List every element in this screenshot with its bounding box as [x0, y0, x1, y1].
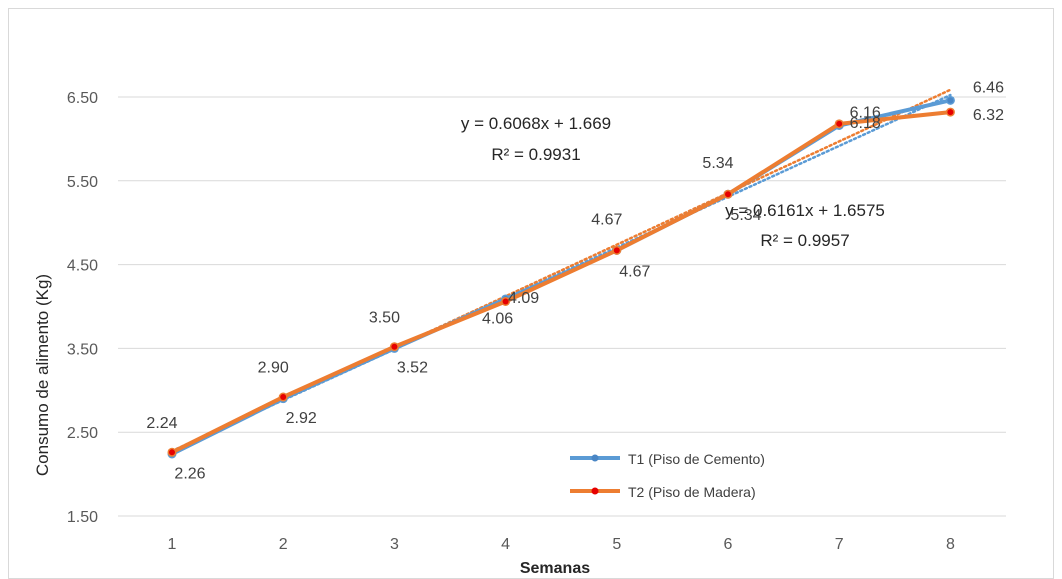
data-label-t1: 6.46: [973, 79, 1004, 96]
y-tick-label: 6.50: [67, 90, 98, 107]
data-label-t2: 4.06: [482, 310, 513, 327]
data-label-t1: 4.09: [508, 290, 539, 307]
legend-label-t1: T1 (Piso de Cemento): [628, 451, 765, 467]
data-point-marker: [613, 247, 620, 254]
x-tick-label: 7: [835, 536, 844, 553]
data-point-marker: [836, 120, 843, 127]
x-axis-ticks: 1 2 3 4 5 6 7 8: [168, 536, 955, 553]
data-label-t2: 3.52: [397, 360, 428, 377]
y-tick-label: 5.50: [67, 174, 98, 191]
y-tick-label: 3.50: [67, 341, 98, 358]
x-tick-label: 1: [168, 536, 177, 553]
data-point-marker: [280, 394, 287, 401]
series-line-t2: [170, 110, 953, 455]
data-label-t2: 2.92: [286, 410, 317, 427]
y-tick-label: 1.50: [67, 509, 98, 526]
legend-marker-t1: [591, 454, 599, 462]
x-tick-label: 8: [946, 536, 955, 553]
series-lines: [167, 95, 955, 459]
data-label-t1: 3.50: [369, 309, 400, 326]
y-tick-label: 4.50: [67, 258, 98, 275]
data-label-t1: 2.90: [258, 360, 289, 377]
data-point-marker: [725, 191, 731, 198]
data-point-marker: [502, 298, 509, 305]
data-label-t2: 5.34: [730, 207, 761, 224]
x-tick-label: 4: [501, 536, 510, 553]
data-label-t2: 6.18: [850, 115, 881, 132]
y-axis-ticks: 1.50 2.50 3.50 4.50 5.50 6.50: [67, 90, 98, 526]
data-point-marker: [169, 449, 175, 456]
legend-label-t2: T2 (Piso de Madera): [628, 484, 756, 500]
gridlines: [118, 96, 1006, 517]
data-label-t1: 6.16: [850, 104, 881, 121]
legend-item-t2: T2 (Piso de Madera): [570, 484, 756, 500]
trendline-equation-t2: y = 0.6161x + 1.6575: [725, 201, 885, 220]
data-point-marker: [391, 343, 398, 350]
legend-item-t1: T1 (Piso de Cemento): [570, 451, 765, 467]
y-tick-label: 2.50: [67, 425, 98, 442]
legend-marker-t2: [591, 487, 599, 495]
x-tick-label: 5: [612, 536, 621, 553]
legend: T1 (Piso de Cemento) T2 (Piso de Madera): [570, 451, 765, 500]
data-label-t1: 4.67: [591, 211, 622, 228]
data-label-t2: 4.67: [619, 263, 650, 280]
trendline-r2-t2: R² = 0.9957: [760, 231, 849, 250]
trendline-r2-t1: R² = 0.9931: [491, 145, 580, 164]
x-tick-label: 2: [279, 536, 288, 553]
data-labels: 2.24 2.90 3.50 4.09 4.67 5.34 6.16 6.46 2.26 2.92…: [146, 79, 1004, 482]
x-axis-title: Semanas: [520, 560, 590, 577]
chart-frame: [8, 8, 1054, 579]
data-label-t2: 2.26: [174, 465, 205, 482]
trendline-equation-t1: y = 0.6068x + 1.669: [461, 114, 611, 133]
data-label-t2: 6.32: [973, 107, 1004, 124]
data-point-marker: [947, 109, 954, 116]
y-axis-title: Consumo de alimento (Kg): [33, 274, 52, 476]
data-label-t1: 5.34: [702, 155, 733, 172]
x-tick-label: 6: [724, 536, 733, 553]
x-tick-label: 3: [390, 536, 399, 553]
data-point-marker: [947, 97, 954, 104]
data-label-t1: 2.24: [146, 415, 177, 432]
